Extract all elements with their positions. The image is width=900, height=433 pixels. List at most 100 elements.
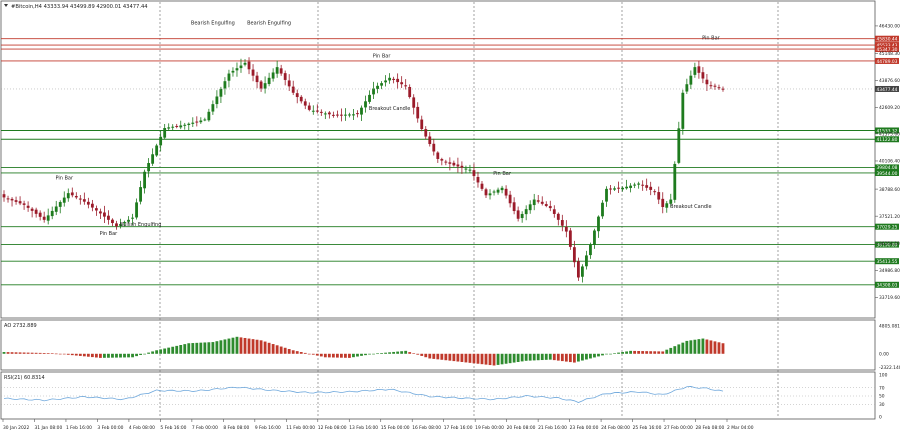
ao-bar <box>22 352 26 354</box>
price-tick-label: 41375.60 <box>879 132 900 138</box>
candle-body <box>291 86 295 93</box>
candle-body <box>135 202 138 218</box>
candle-body <box>617 187 620 189</box>
level-tag <box>875 169 899 176</box>
ao-bar <box>697 339 701 354</box>
ao-bar <box>420 353 424 356</box>
ao-bar <box>464 353 468 363</box>
ao-bar <box>6 352 10 354</box>
candle-body <box>107 215 110 220</box>
ao-bar <box>46 353 50 354</box>
candle-body <box>524 209 528 215</box>
price-tick-label: 43876.60 <box>879 78 900 84</box>
ao-bar <box>10 352 14 354</box>
ao-bar <box>54 353 58 355</box>
time-tick-label: 24 Feb 08:00 <box>601 425 630 431</box>
candle-body <box>476 176 480 183</box>
ao-bar <box>581 353 584 361</box>
level-label: 39804.08 <box>877 165 898 171</box>
candle-body <box>444 161 448 163</box>
ao-bar <box>127 353 130 358</box>
candle-body <box>171 126 175 128</box>
ao-bar <box>18 352 22 354</box>
rsi-panel[interactable] <box>0 371 876 420</box>
candle-body <box>448 162 452 164</box>
rsi-tick-label: 100 <box>879 373 888 379</box>
ao-tick-label: 4805.081 <box>879 323 900 329</box>
candle-body <box>211 104 215 112</box>
ao-bar <box>508 353 512 364</box>
candle-body <box>689 75 693 85</box>
ao-bar <box>34 352 38 354</box>
ao-bar <box>99 353 102 358</box>
pattern-annotations: Bearish Engulfing Bearish Engulfing Pin Ba… <box>55 20 720 236</box>
candle-body <box>131 217 134 219</box>
ao-bar <box>147 352 151 354</box>
candle-body <box>223 81 227 89</box>
time-tick-label: 19 Feb 00:00 <box>475 425 504 431</box>
time-axis: 30 Jan 2022 31 Jan 08:00 1 Feb 16:00 3 Feb … <box>2 419 754 431</box>
candle-body <box>408 87 412 98</box>
candle-body <box>544 204 548 206</box>
time-tick-label: 8 Feb 08:00 <box>223 425 249 431</box>
candle-body <box>163 128 167 138</box>
level-label: 45533.43 <box>877 43 898 49</box>
time-tick-label: 2 Mar 04:00 <box>727 425 754 431</box>
ao-bar <box>368 353 371 355</box>
ao-bar <box>103 353 106 358</box>
candle-body <box>564 226 568 232</box>
pattern-annotation: Pin Bar <box>373 54 392 60</box>
candle-body <box>360 107 363 115</box>
ao-bar <box>605 353 608 355</box>
candle-body <box>187 123 191 126</box>
ao-bar <box>388 352 392 354</box>
ao-tick-label: 0.00 <box>879 351 889 357</box>
ao-bar <box>564 353 568 362</box>
candle-body <box>62 197 66 203</box>
ao-panel[interactable] <box>0 319 876 371</box>
candle-body <box>275 67 279 74</box>
ao-bar <box>315 353 319 356</box>
candle-body <box>645 185 649 188</box>
ao-bar <box>58 353 62 355</box>
time-tick-label: 27 Feb 00:00 <box>664 425 693 431</box>
pattern-annotation: Pin Bar <box>702 35 721 41</box>
candle-body <box>70 192 74 196</box>
candle-body <box>239 65 243 69</box>
vertical-gridlines <box>159 2 779 418</box>
candle-body <box>311 110 315 112</box>
candle-body <box>568 230 572 247</box>
rsi-tick-label: 30 <box>879 402 885 408</box>
ao-bar <box>380 353 383 354</box>
ao-bar <box>524 353 528 361</box>
candle-body <box>468 169 472 171</box>
ao-bar <box>548 353 552 360</box>
level-label: 45830.44 <box>877 37 898 43</box>
candle-body <box>348 114 351 116</box>
pattern-annotation: Pin Bar <box>55 175 74 181</box>
time-tick-label: 11 Feb 00:00 <box>286 425 315 431</box>
candle-body <box>175 125 179 127</box>
candle-body <box>520 213 524 219</box>
pattern-annotation: Breakout Candle <box>369 106 410 112</box>
ao-bar <box>171 346 175 354</box>
ao-bar <box>352 353 355 358</box>
level-label: 44789.03 <box>877 59 898 65</box>
candle-body <box>681 92 685 129</box>
ao-bar <box>360 353 363 356</box>
ao-bar <box>597 353 600 357</box>
candle-body <box>231 70 235 73</box>
candle-body <box>303 101 307 106</box>
collapse-arrow-icon[interactable] <box>4 4 8 7</box>
ao-bar <box>143 353 146 355</box>
level-tag <box>875 46 899 53</box>
candle-body <box>552 209 556 214</box>
candle-body <box>340 114 343 116</box>
candle-body <box>203 119 207 121</box>
ao-bar <box>14 352 18 354</box>
candle-body <box>609 188 612 190</box>
ao-bar <box>372 353 375 355</box>
ao-bar <box>496 353 500 365</box>
ao-bar <box>335 353 339 358</box>
